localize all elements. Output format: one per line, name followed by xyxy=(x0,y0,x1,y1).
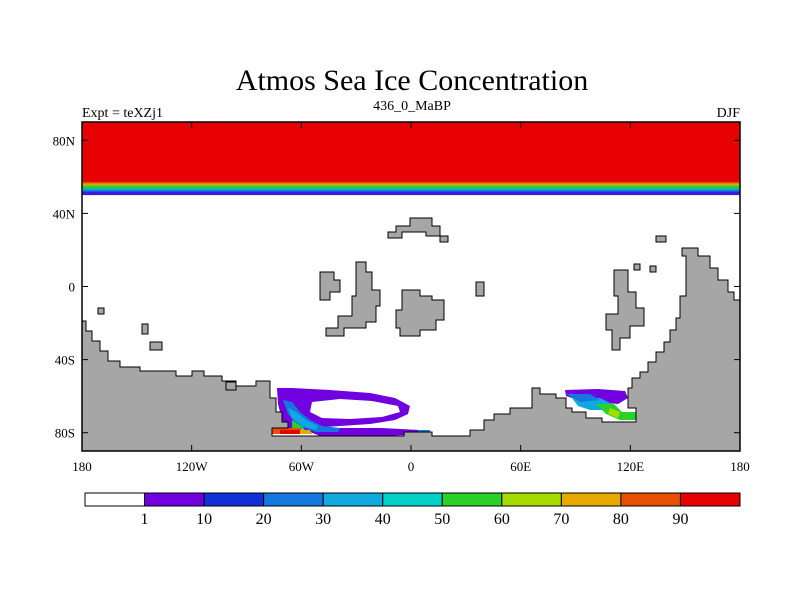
land-antarctica-west xyxy=(81,247,741,452)
colorbar-swatch xyxy=(382,492,443,507)
y-axis: 80N 40N 0 40S 80S xyxy=(53,133,740,441)
land-island-5 xyxy=(475,281,485,297)
x-tick-label: 0 xyxy=(408,459,415,474)
plot-area xyxy=(81,121,741,452)
land-island-12 xyxy=(649,265,657,273)
y-tick-label: 0 xyxy=(69,280,76,295)
colorbar-label: 10 xyxy=(196,511,212,528)
y-tick-label: 80S xyxy=(55,426,75,441)
colorbar: 1 10 20 30 40 50 60 70 80 90 xyxy=(84,492,741,528)
colorbar-label: 20 xyxy=(256,511,272,528)
colorbar-label: 80 xyxy=(613,511,629,528)
land-island-11 xyxy=(633,263,641,271)
land-island-2 xyxy=(325,261,381,337)
colorbar-label: 40 xyxy=(375,511,391,528)
colorbar-swatch xyxy=(144,492,205,507)
land-masses xyxy=(81,217,741,452)
y-tick-label: 40N xyxy=(53,206,76,221)
x-axis: 180 120W 60W 0 60E 120E 180 xyxy=(72,122,750,474)
colorbar-swatch xyxy=(203,492,265,507)
x-tick-label: 180 xyxy=(730,459,750,474)
east-ice-yellow xyxy=(608,408,620,418)
colorbar-swatch xyxy=(501,492,562,507)
y-tick-label: 40S xyxy=(55,353,75,368)
colorbar-label: 90 xyxy=(672,511,688,528)
x-tick-label: 180 xyxy=(72,459,92,474)
x-tick-label: 120E xyxy=(617,459,645,474)
colorbar-swatch xyxy=(263,492,324,507)
season-label: DJF xyxy=(717,106,741,121)
land-island-10 xyxy=(149,341,163,351)
weddell-ice-yellow xyxy=(300,430,312,434)
land-island-8 xyxy=(97,307,105,315)
weddell-ice-inner-open xyxy=(310,399,400,419)
colorbar-label: 70 xyxy=(553,511,569,528)
colorbar-label: 30 xyxy=(315,511,331,528)
colorbar-swatch xyxy=(679,492,741,507)
period-label: 436_0_MaBP xyxy=(373,99,451,114)
x-tick-label: 120W xyxy=(176,459,209,474)
weddell-ice-cyan xyxy=(288,408,318,430)
colorbar-swatch xyxy=(620,492,681,507)
land-island-9 xyxy=(141,323,149,335)
colorbar-swatch xyxy=(560,492,622,507)
land-island-3 xyxy=(395,289,445,337)
colorbar-label: 1 xyxy=(141,511,149,528)
land-island-1 xyxy=(319,271,341,301)
colorbar-swatch xyxy=(322,492,384,507)
x-tick-label: 60W xyxy=(289,459,315,474)
land-island-4 xyxy=(387,217,449,243)
colorbar-swatch xyxy=(441,492,503,507)
colorbar-label: 50 xyxy=(434,511,450,528)
experiment-label: Expt = teXZj1 xyxy=(82,106,163,121)
land-island-6 xyxy=(605,269,645,351)
land-island-13 xyxy=(225,381,237,391)
weddell-ice-red xyxy=(280,430,302,434)
east-ice-blue xyxy=(566,394,600,402)
colorbar-label: 60 xyxy=(494,511,510,528)
land-island-7 xyxy=(655,235,667,243)
y-tick-label: 80N xyxy=(53,133,76,148)
chart-title: Atmos Sea Ice Concentration xyxy=(236,64,588,97)
colorbar-swatch xyxy=(84,492,146,507)
x-tick-label: 60E xyxy=(510,459,531,474)
north-ice-band xyxy=(82,122,740,196)
